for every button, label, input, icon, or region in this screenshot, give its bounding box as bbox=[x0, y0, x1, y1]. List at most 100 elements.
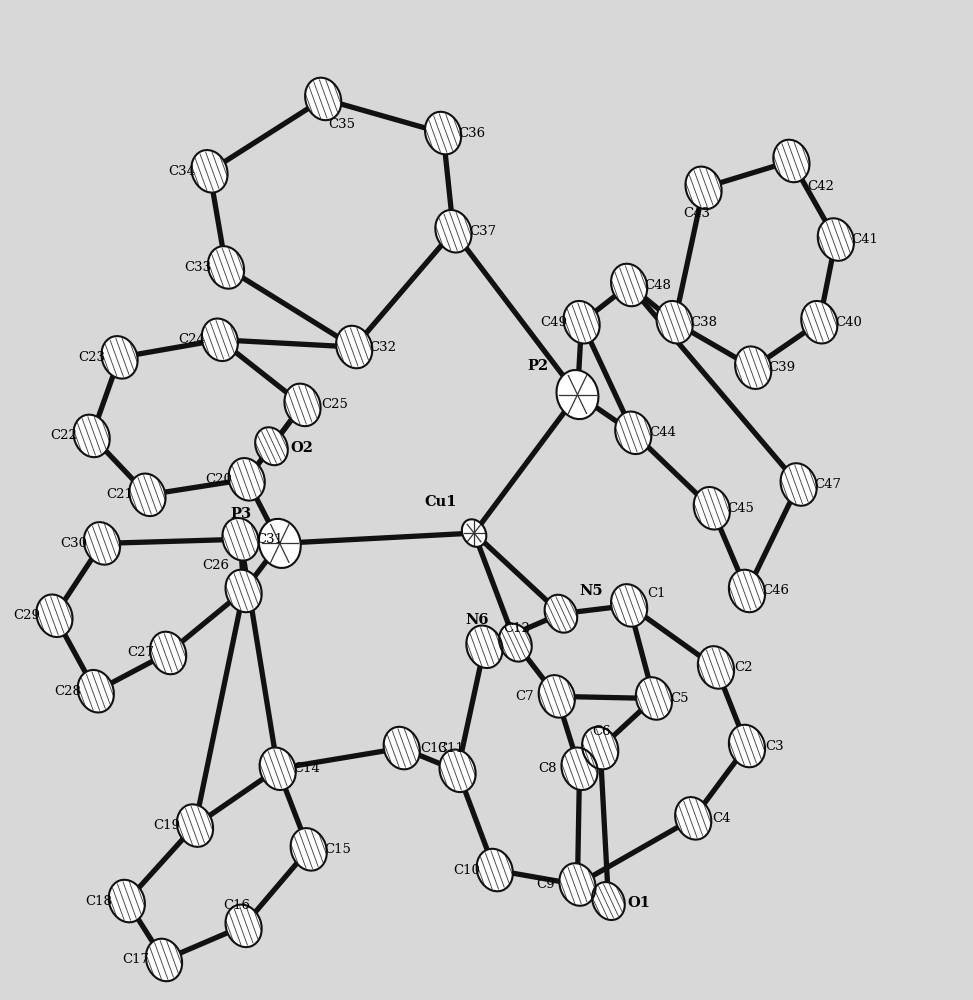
Text: C1: C1 bbox=[648, 587, 667, 600]
Ellipse shape bbox=[101, 336, 137, 379]
Text: C48: C48 bbox=[645, 279, 671, 292]
Ellipse shape bbox=[177, 804, 213, 847]
Text: C33: C33 bbox=[185, 261, 212, 274]
Ellipse shape bbox=[336, 326, 373, 368]
Text: C16: C16 bbox=[223, 899, 250, 912]
Text: C14: C14 bbox=[293, 762, 320, 775]
Text: C29: C29 bbox=[13, 609, 40, 622]
Ellipse shape bbox=[109, 880, 145, 922]
Text: C39: C39 bbox=[769, 361, 796, 374]
Text: C30: C30 bbox=[60, 537, 88, 550]
Ellipse shape bbox=[780, 463, 816, 506]
Text: C4: C4 bbox=[712, 812, 731, 825]
Ellipse shape bbox=[801, 301, 838, 343]
Ellipse shape bbox=[561, 747, 597, 790]
Ellipse shape bbox=[192, 150, 228, 193]
Text: N6: N6 bbox=[466, 613, 489, 627]
Text: C49: C49 bbox=[540, 316, 567, 329]
Ellipse shape bbox=[774, 140, 810, 182]
Ellipse shape bbox=[150, 632, 186, 674]
Text: C8: C8 bbox=[538, 762, 557, 775]
Ellipse shape bbox=[657, 301, 693, 343]
Ellipse shape bbox=[425, 112, 461, 154]
Text: C37: C37 bbox=[469, 225, 496, 238]
Text: C21: C21 bbox=[106, 488, 133, 501]
Ellipse shape bbox=[635, 677, 672, 720]
Text: C9: C9 bbox=[536, 878, 555, 891]
Ellipse shape bbox=[259, 519, 301, 568]
Text: C13: C13 bbox=[420, 742, 448, 755]
Text: C23: C23 bbox=[78, 351, 105, 364]
Text: C27: C27 bbox=[126, 646, 154, 659]
Text: C34: C34 bbox=[168, 165, 196, 178]
Text: C46: C46 bbox=[763, 584, 789, 597]
Ellipse shape bbox=[226, 570, 262, 612]
Ellipse shape bbox=[129, 474, 165, 516]
Text: C5: C5 bbox=[670, 692, 689, 705]
Ellipse shape bbox=[477, 849, 513, 891]
Ellipse shape bbox=[74, 415, 110, 457]
Ellipse shape bbox=[729, 570, 765, 612]
Ellipse shape bbox=[36, 595, 73, 637]
Text: C31: C31 bbox=[256, 533, 283, 546]
Ellipse shape bbox=[545, 595, 577, 633]
Text: C25: C25 bbox=[321, 398, 348, 411]
Text: C43: C43 bbox=[683, 207, 710, 220]
Ellipse shape bbox=[685, 167, 722, 209]
Text: C12: C12 bbox=[503, 622, 530, 635]
Ellipse shape bbox=[729, 725, 765, 767]
Text: C42: C42 bbox=[807, 180, 834, 193]
Ellipse shape bbox=[499, 624, 532, 662]
Text: C6: C6 bbox=[592, 725, 610, 738]
Text: C44: C44 bbox=[649, 426, 675, 439]
Text: C38: C38 bbox=[690, 316, 717, 329]
Text: O1: O1 bbox=[627, 896, 650, 910]
Ellipse shape bbox=[435, 210, 472, 253]
Text: C3: C3 bbox=[766, 740, 784, 753]
Text: C24: C24 bbox=[178, 333, 205, 346]
Ellipse shape bbox=[563, 301, 599, 343]
Ellipse shape bbox=[223, 518, 259, 561]
Ellipse shape bbox=[582, 727, 618, 769]
Text: C19: C19 bbox=[154, 819, 181, 832]
Text: C15: C15 bbox=[324, 843, 351, 856]
Text: C40: C40 bbox=[835, 316, 862, 329]
Text: Cu1: Cu1 bbox=[424, 495, 457, 509]
Ellipse shape bbox=[146, 939, 182, 981]
Ellipse shape bbox=[291, 828, 327, 871]
Text: C22: C22 bbox=[51, 429, 77, 442]
Text: O2: O2 bbox=[290, 441, 313, 455]
Ellipse shape bbox=[78, 670, 114, 712]
Ellipse shape bbox=[615, 412, 651, 454]
Text: C32: C32 bbox=[370, 341, 397, 354]
Text: C10: C10 bbox=[453, 864, 481, 877]
Text: C18: C18 bbox=[86, 895, 112, 908]
Text: C26: C26 bbox=[202, 559, 230, 572]
Ellipse shape bbox=[694, 487, 730, 530]
Ellipse shape bbox=[201, 319, 238, 361]
Ellipse shape bbox=[611, 584, 647, 627]
Ellipse shape bbox=[306, 78, 342, 120]
Ellipse shape bbox=[611, 264, 647, 306]
Ellipse shape bbox=[284, 384, 321, 426]
Ellipse shape bbox=[559, 863, 595, 906]
Ellipse shape bbox=[226, 905, 262, 947]
Ellipse shape bbox=[229, 458, 265, 501]
Text: C7: C7 bbox=[516, 690, 534, 703]
Ellipse shape bbox=[698, 646, 734, 689]
Ellipse shape bbox=[817, 218, 854, 261]
Ellipse shape bbox=[260, 747, 296, 790]
Text: C11: C11 bbox=[437, 742, 464, 755]
Text: C2: C2 bbox=[735, 661, 753, 674]
Text: C41: C41 bbox=[851, 233, 879, 246]
Ellipse shape bbox=[462, 519, 486, 547]
Ellipse shape bbox=[675, 797, 711, 840]
Text: C28: C28 bbox=[54, 685, 82, 698]
Text: C45: C45 bbox=[728, 502, 754, 515]
Text: C35: C35 bbox=[328, 118, 355, 131]
Ellipse shape bbox=[593, 882, 625, 920]
Ellipse shape bbox=[440, 750, 476, 792]
Ellipse shape bbox=[557, 370, 598, 419]
Ellipse shape bbox=[255, 427, 288, 465]
Text: C47: C47 bbox=[814, 478, 842, 491]
